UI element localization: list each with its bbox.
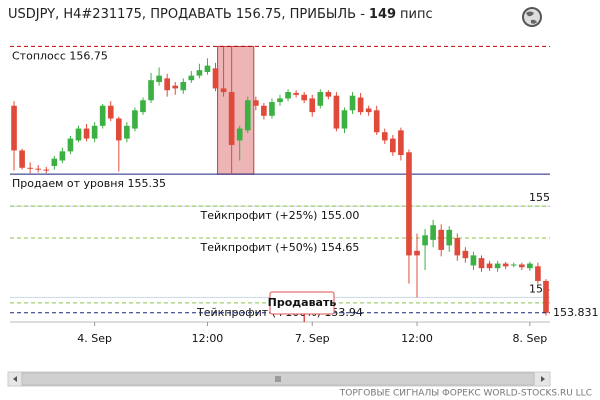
candle-body <box>204 65 211 72</box>
candle-body <box>140 100 146 113</box>
candle-body <box>301 94 307 101</box>
level-label: Стоплосс 156.75 <box>12 49 108 62</box>
x-tick-label: 4. Sep <box>77 332 112 345</box>
candle-body <box>438 229 445 250</box>
candle-body <box>124 125 130 139</box>
candle-body <box>349 95 356 111</box>
candle-body <box>220 88 227 93</box>
candle-body <box>35 168 42 170</box>
candle-body <box>325 92 332 97</box>
candle-body <box>27 167 33 169</box>
profit: 149 <box>369 7 396 22</box>
profit-unit: пипс <box>400 7 433 22</box>
candle-body <box>317 92 324 106</box>
candle-body <box>75 128 82 141</box>
footer: ТОРГОВЫЕ СИГНАЛЫ ФОРЕКС WORLD-STOCKS.RU … <box>339 389 592 399</box>
candle-body <box>67 138 74 152</box>
candle-body <box>454 238 461 256</box>
x-tick-label: 12:00 <box>192 332 224 345</box>
sell-label: Продавать <box>268 296 337 309</box>
candle-body <box>406 152 412 256</box>
x-tick-label: 8. Sep <box>512 332 547 345</box>
candle-body <box>83 128 90 139</box>
scrollbar[interactable] <box>7 371 551 387</box>
x-tick-label: 12:00 <box>401 332 433 345</box>
candle-body <box>19 150 25 168</box>
candle-body <box>285 92 291 99</box>
candle-body <box>333 95 340 129</box>
globe-icon[interactable] <box>522 7 542 27</box>
current-price-label: 153.831 <box>553 306 599 319</box>
candle-body <box>381 132 388 141</box>
candle-body <box>180 82 187 91</box>
candle-body <box>99 105 106 126</box>
candle-body <box>518 264 525 268</box>
level-label: Тейкпрофит (+25%) 155.00 <box>200 209 360 222</box>
candle-body <box>357 97 364 113</box>
candle-body <box>494 263 501 269</box>
candle-body <box>527 263 533 269</box>
candle-body <box>91 125 98 139</box>
current-price-box <box>550 305 596 320</box>
level-label: Продаем от уровня 155.35 <box>12 177 166 190</box>
candle-body <box>244 100 251 131</box>
candle-body <box>115 118 122 141</box>
candle-body <box>51 158 58 166</box>
candle-body <box>414 250 420 256</box>
x-tick-label: 7. Sep <box>295 332 330 345</box>
candle-body <box>462 250 469 259</box>
y-tick-label: 155 <box>529 191 550 204</box>
candle-body <box>196 70 203 76</box>
candle-body <box>107 105 114 119</box>
candle-body <box>422 235 428 246</box>
candle-body <box>253 100 259 106</box>
candle-body <box>236 128 243 141</box>
candle-body <box>212 68 219 89</box>
candle-body <box>156 75 162 83</box>
candle-body <box>148 80 154 101</box>
candle-body <box>172 85 179 89</box>
candle-body <box>365 108 372 113</box>
candle-body <box>261 105 267 116</box>
candle-body <box>543 280 549 313</box>
candle-body <box>188 75 195 81</box>
candle-body <box>11 105 17 151</box>
candle-body <box>502 263 509 267</box>
candle-body <box>390 138 396 153</box>
candle-body <box>478 258 485 269</box>
candle-body <box>373 110 380 133</box>
candle-body <box>164 78 170 91</box>
title-text: USDJPY, H4#231175, ПРОДАВАТЬ 156.75, ПРИ… <box>8 7 365 22</box>
candle-body <box>269 102 275 116</box>
candle-body <box>43 169 50 171</box>
candle-body <box>510 264 517 266</box>
candle-body <box>293 92 299 95</box>
candle-body <box>430 225 436 240</box>
chart-title: USDJPY, H4#231175, ПРОДАВАТЬ 156.75, ПРИ… <box>8 7 433 22</box>
candle-body <box>309 98 316 113</box>
candle-body <box>228 92 235 145</box>
candle-body <box>486 263 493 269</box>
sell-box <box>269 291 335 315</box>
candle-body <box>535 266 541 281</box>
candle-body <box>470 255 477 266</box>
candle-body <box>277 98 283 103</box>
candle-body <box>446 229 453 246</box>
candle-body <box>398 130 404 156</box>
candle-body <box>132 110 138 129</box>
candle-body <box>59 151 66 161</box>
candle-body <box>341 110 348 129</box>
level-label: Тейкпрофит (+50%) 154.65 <box>200 241 360 254</box>
